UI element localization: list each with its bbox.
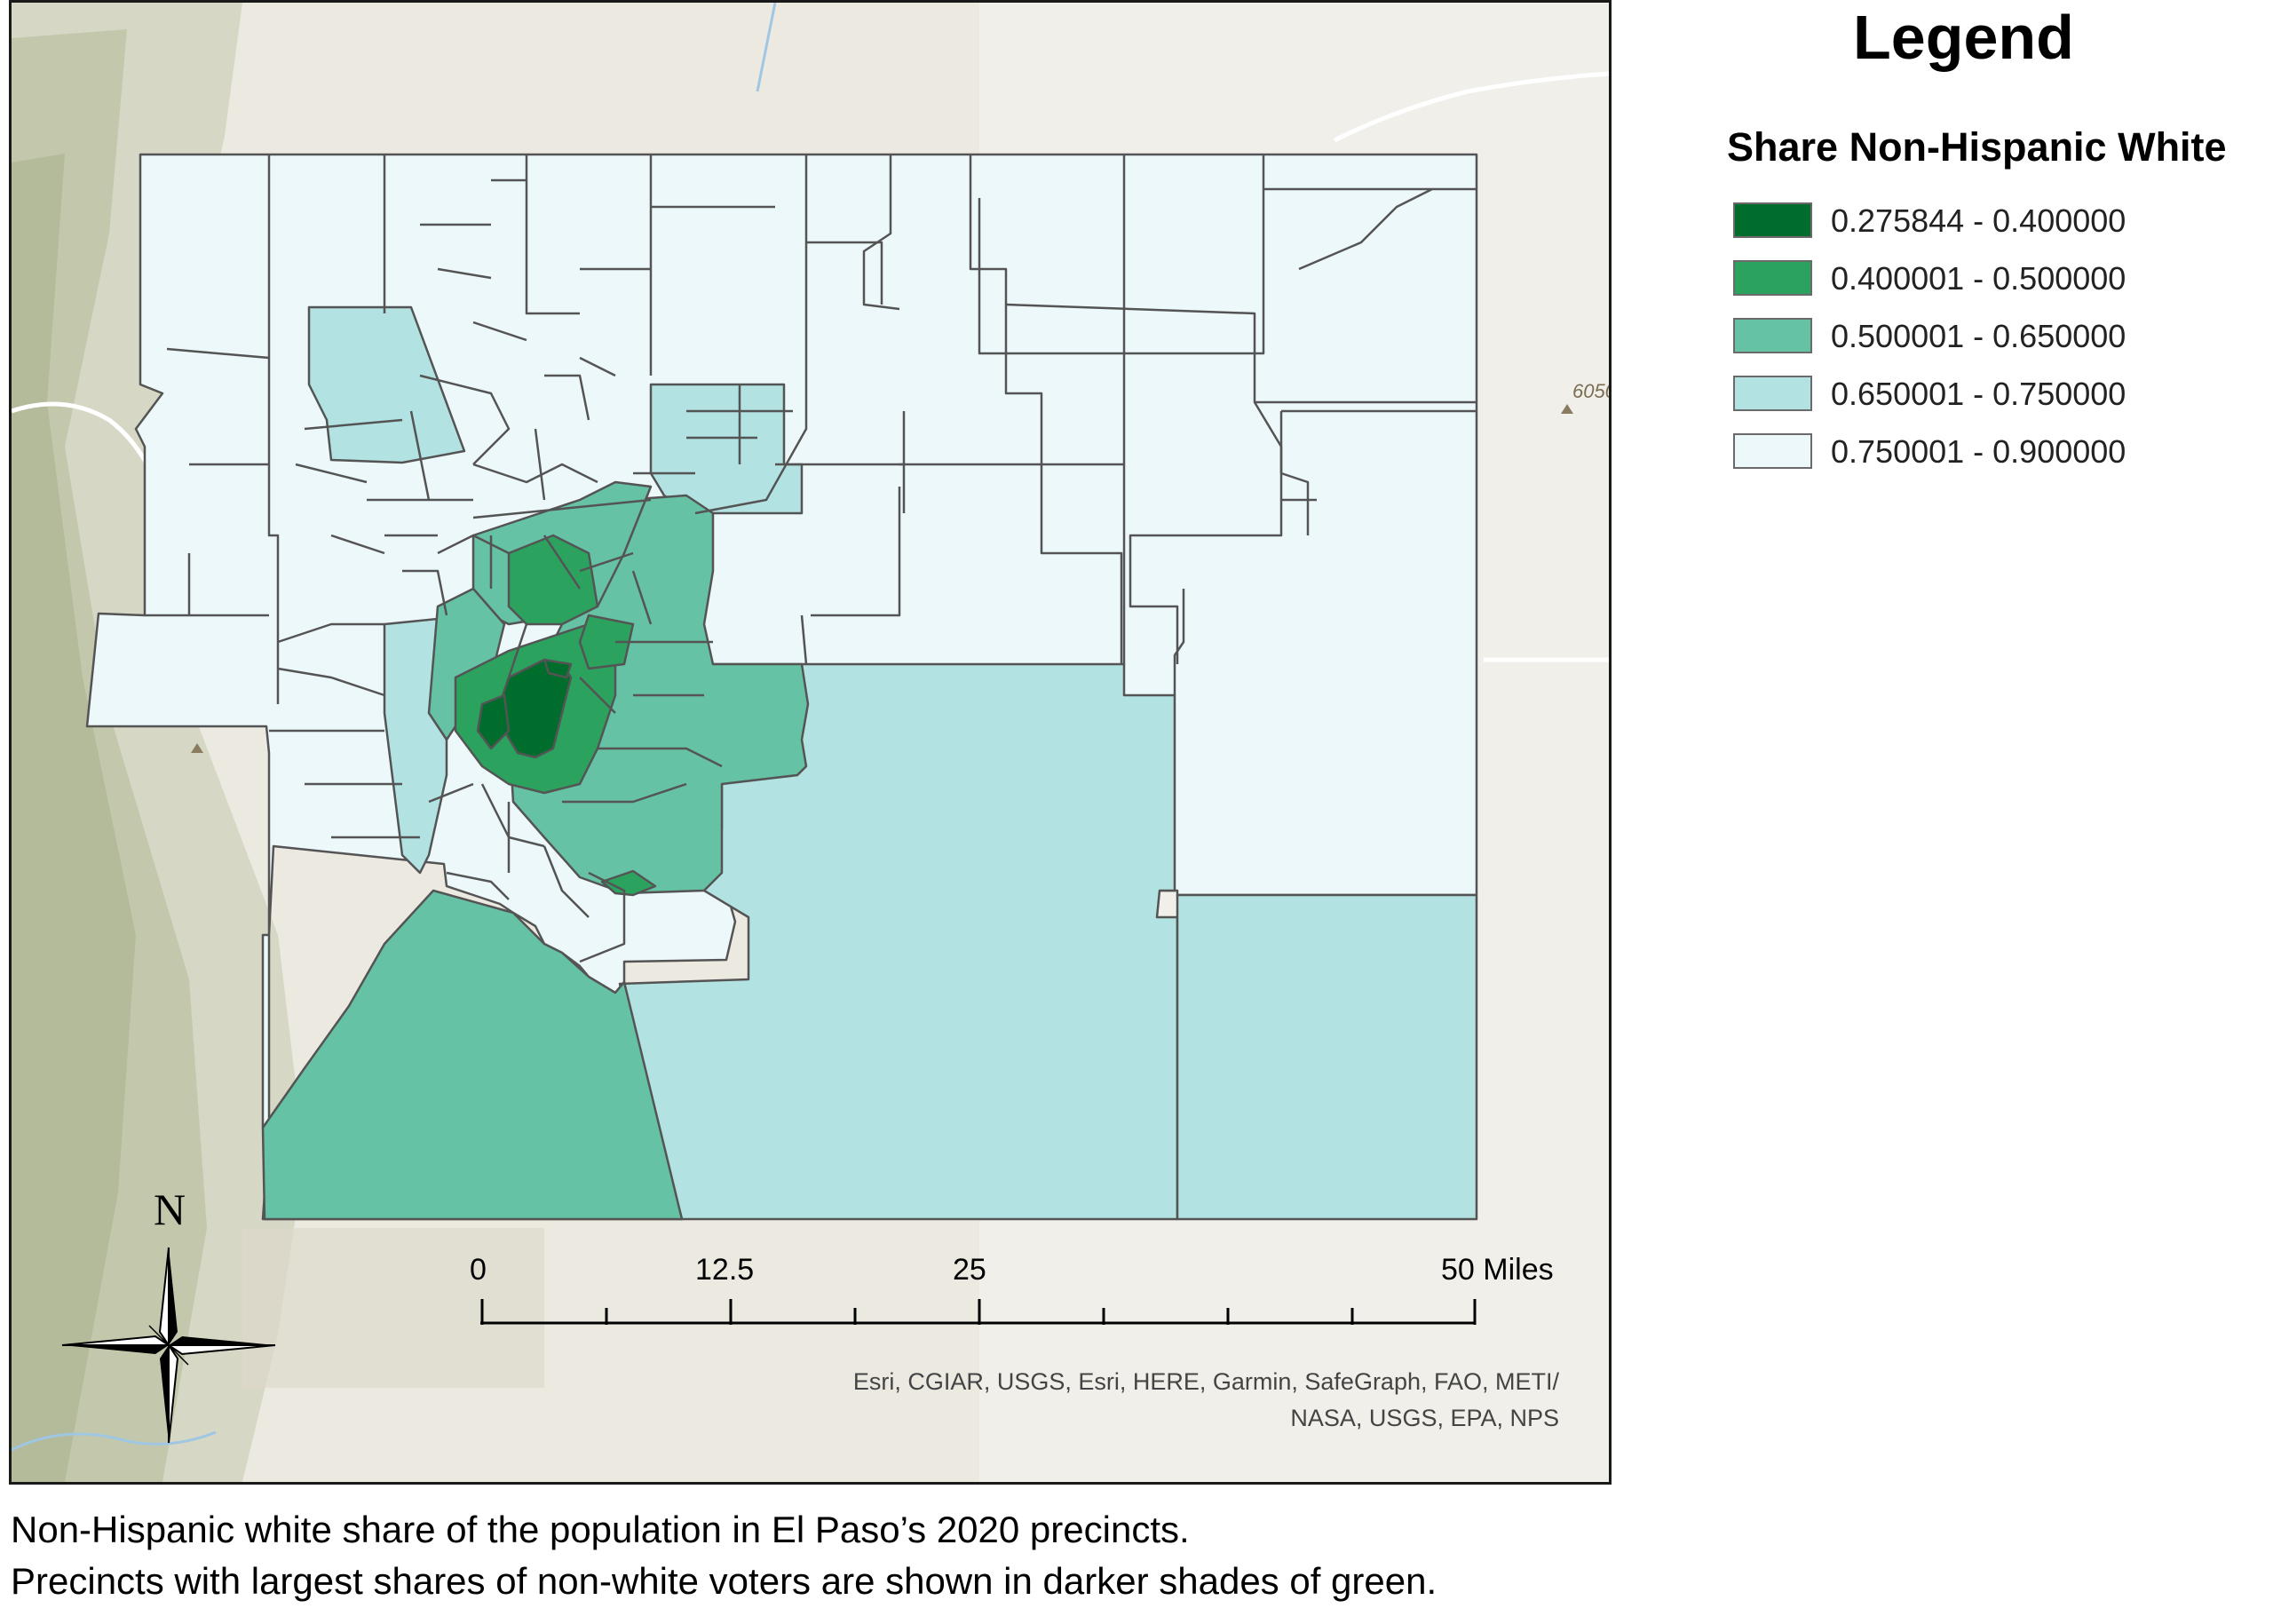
elevation-label: 6050 <box>1572 380 1609 402</box>
scale-bar <box>480 1299 1477 1325</box>
precinct-class-4-central[interactable] <box>649 383 804 515</box>
precinct-class-3-south[interactable] <box>261 889 684 1221</box>
legend-label: 0.500001 - 0.650000 <box>1831 318 2126 354</box>
legend-swatch <box>1733 376 1812 411</box>
map-frame[interactable]: N 0 12.5 25 50 Miles 6050 Esri, CGIAR, U… <box>9 0 1612 1485</box>
legend-label: 0.650001 - 0.750000 <box>1831 376 2126 412</box>
legend-swatch <box>1733 260 1812 296</box>
scale-label-50-miles: 50 Miles <box>1441 1253 1554 1287</box>
caption-line-2: Precincts with largest shares of non-whi… <box>11 1560 1437 1602</box>
legend-label: 0.400001 - 0.500000 <box>1831 260 2126 297</box>
legend-label: 0.275844 - 0.400000 <box>1831 202 2126 239</box>
legend-title: Legend <box>1853 3 2074 72</box>
precinct-class-2-north[interactable] <box>507 534 599 626</box>
precinct-class-1-west[interactable] <box>476 693 511 750</box>
precinct-class-2-south[interactable] <box>600 869 657 897</box>
legend-label: 0.750001 - 0.900000 <box>1831 433 2126 470</box>
scale-label-25: 25 <box>953 1253 986 1287</box>
north-label: N <box>154 1184 186 1234</box>
precinct-class-4-nw[interactable] <box>307 305 466 464</box>
precinct-class-2-ridge[interactable] <box>578 614 635 670</box>
map-caption: Non-Hispanic white share of the populati… <box>11 1504 1437 1607</box>
attribution-line-2: NASA, USGS, EPA, NPS <box>1290 1405 1559 1431</box>
legend-swatch <box>1733 318 1812 353</box>
caption-line-1: Non-Hispanic white share of the populati… <box>11 1509 1190 1550</box>
legend-field-name: Share Non-Hispanic White <box>1727 124 2227 170</box>
legend-swatch <box>1733 433 1812 469</box>
precinct-boundaries <box>145 154 1477 963</box>
precinct-class-1-east[interactable] <box>543 658 573 679</box>
precinct-layer <box>85 153 1478 1221</box>
compass-rose-icon <box>61 1247 276 1444</box>
scale-label-0: 0 <box>470 1253 487 1287</box>
attribution-line-1: Esri, CGIAR, USGS, Esri, HERE, Garmin, S… <box>852 1368 1559 1395</box>
map-canvas <box>12 3 1609 1482</box>
map-attribution: Esri, CGIAR, USGS, Esri, HERE, Garmin, S… <box>853 1364 1559 1437</box>
scale-label-12-5: 12.5 <box>695 1253 755 1287</box>
precinct-class-4-se[interactable] <box>1176 893 1478 1221</box>
legend-swatch <box>1733 202 1812 238</box>
